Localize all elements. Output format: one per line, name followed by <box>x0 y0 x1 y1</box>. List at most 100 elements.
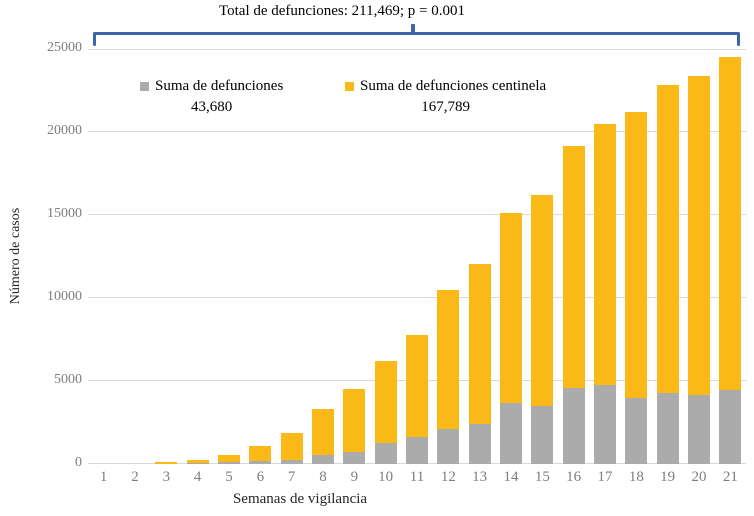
x-tick-label: 10 <box>378 469 394 485</box>
bar-segment-yellow <box>280 433 303 460</box>
bar-segment-yellow <box>343 389 366 452</box>
bar-segment-yellow <box>218 455 240 462</box>
bar-week-4 <box>186 460 209 464</box>
bar-segment-yellow <box>249 446 272 461</box>
x-tick-label: 9 <box>350 469 359 485</box>
bar-week-20 <box>688 76 710 464</box>
bar-week-8 <box>312 409 334 464</box>
bar-week-21 <box>719 57 742 464</box>
y-tick-label: 20000 <box>47 123 82 138</box>
bar-week-11 <box>406 335 428 464</box>
bar-week-9 <box>343 389 366 464</box>
x-axis-title: Semanas de vigilancia <box>232 491 368 507</box>
bar-week-7 <box>280 433 303 464</box>
bar-segment-yellow <box>500 213 522 403</box>
bar-week-14 <box>500 213 522 464</box>
x-tick-label: 20 <box>691 469 707 485</box>
bar-segment-yellow <box>531 195 554 406</box>
x-tick-label: 18 <box>628 469 644 485</box>
bar-segment-gray <box>374 443 397 464</box>
bar-segment-yellow <box>594 124 616 385</box>
y-tick-label: 5000 <box>54 372 82 387</box>
bar-segment-yellow <box>406 335 428 437</box>
bar-segment-yellow <box>719 57 742 390</box>
y-tick-label: 0 <box>75 455 82 470</box>
bar-segment-gray <box>312 455 334 464</box>
x-tick-label: 6 <box>256 469 265 485</box>
total-bracket-line <box>93 32 740 35</box>
x-tick-label: 2 <box>131 469 139 485</box>
x-tick-label: 4 <box>193 469 202 485</box>
x-tick-label: 17 <box>597 469 613 485</box>
gridline <box>88 297 746 298</box>
gridline <box>88 49 746 50</box>
bar-segment-gray <box>437 429 460 464</box>
bar-segment-gray <box>719 390 742 464</box>
bar-segment-yellow <box>312 409 334 455</box>
bar-segment-gray <box>343 452 366 464</box>
bar-week-16 <box>562 146 585 464</box>
bar-week-12 <box>437 290 460 464</box>
gridline <box>88 214 746 215</box>
bar-week-17 <box>594 124 616 464</box>
bar-week-10 <box>374 361 397 464</box>
legend-label: Suma de defunciones centinela <box>360 78 547 94</box>
x-tick-label: 16 <box>566 469 582 485</box>
bar-segment-gray <box>186 463 209 464</box>
x-tick-label: 8 <box>319 469 327 485</box>
bar-segment-yellow <box>374 361 397 443</box>
x-tick-label: 14 <box>503 469 519 485</box>
bar-segment-gray <box>594 385 616 464</box>
bar-week-3 <box>155 462 178 464</box>
x-tick-label: 19 <box>660 469 676 485</box>
gridline <box>88 131 746 132</box>
legend-item-defunciones: Suma de defunciones 43,680 <box>140 78 283 116</box>
bar-segment-yellow <box>186 460 209 463</box>
bar-segment-gray <box>531 406 554 464</box>
x-tick-label: 15 <box>534 469 550 485</box>
legend-sum-value: 167,789 <box>421 99 470 115</box>
bar-segment-yellow <box>656 85 679 393</box>
bar-segment-yellow <box>437 290 460 429</box>
bar-week-6 <box>249 446 272 464</box>
x-tick-label: 21 <box>722 469 738 485</box>
y-axis-tick-labels: 0 5000 10000 15000 20000 25000 <box>30 40 82 470</box>
bar-week-18 <box>625 112 648 464</box>
bar-week-19 <box>656 85 679 464</box>
total-bracket-left-end <box>93 34 96 46</box>
bar-segment-gray <box>218 462 240 464</box>
bar-segment-gray <box>249 461 272 464</box>
bar-segment-yellow <box>562 146 585 388</box>
y-tick-label: 15000 <box>47 206 82 221</box>
y-axis-title: Número de casos <box>8 207 23 305</box>
bar-segment-gray <box>280 460 303 464</box>
total-bracket-center-tick <box>411 24 415 34</box>
x-tick-label: 11 <box>409 469 425 485</box>
bar-segment-yellow <box>688 76 710 395</box>
bar-week-15 <box>531 195 554 464</box>
bar-segment-yellow <box>468 264 491 424</box>
bar-segment-gray <box>656 393 679 464</box>
x-tick-label: 13 <box>472 469 488 485</box>
x-tick-label: 7 <box>287 469 296 485</box>
legend-swatch-yellow <box>345 82 354 91</box>
bar-segment-gray <box>625 398 648 464</box>
legend-label: Suma de defunciones <box>155 78 284 94</box>
bar-week-5 <box>218 455 240 464</box>
legend-sum-value: 43,680 <box>191 99 233 115</box>
x-axis-tick-labels: 1 2 3 4 5 6 7 8 9 10 11 12 13 14 15 16 17 18 19 20 21 <box>88 469 746 487</box>
bar-segment-gray <box>688 395 710 464</box>
legend-item-defunciones-centinela: Suma de defunciones centinela 167,789 <box>345 78 546 116</box>
bar-week-13 <box>468 264 491 464</box>
total-bracket-right-end <box>737 34 740 46</box>
bar-segment-gray <box>562 388 585 464</box>
plot-area <box>88 49 746 464</box>
x-tick-label: 5 <box>225 469 233 485</box>
chart-title: Total de defunciones: 211,469; p = 0.001 <box>219 3 465 19</box>
y-tick-label: 25000 <box>47 40 82 55</box>
x-tick-label: 12 <box>440 469 456 485</box>
bar-segment-gray <box>406 437 428 464</box>
x-tick-label: 3 <box>162 469 171 485</box>
y-tick-label: 10000 <box>47 289 82 304</box>
